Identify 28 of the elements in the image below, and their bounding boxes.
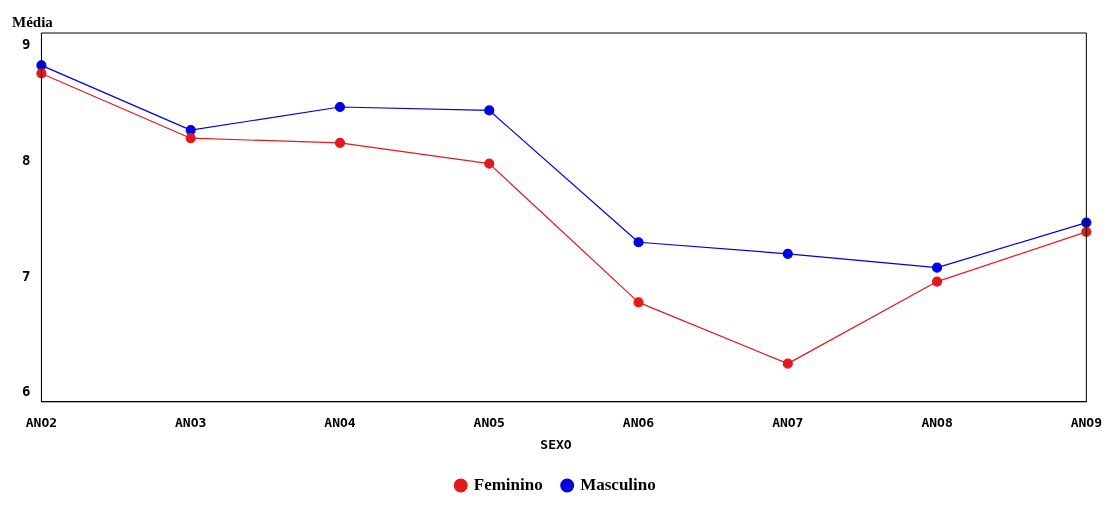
y-tick-label: 8 <box>21 151 31 168</box>
legend-label: Feminino <box>473 474 543 494</box>
point <box>633 237 644 248</box>
point <box>931 262 943 273</box>
point <box>782 248 793 259</box>
point <box>1081 226 1092 237</box>
point <box>633 297 644 308</box>
x-tick-label: ANO7 <box>772 414 804 430</box>
point <box>334 101 346 113</box>
point <box>484 105 495 116</box>
point <box>782 358 793 369</box>
x-tick-label: ANO8 <box>921 414 953 430</box>
y-tick-label: 7 <box>21 267 31 284</box>
x-tick-label: ANO2 <box>25 414 58 430</box>
y-axis-title: Média <box>12 14 54 31</box>
x-tick-label: ANO9 <box>1070 414 1102 430</box>
legend-label: Masculino <box>580 474 656 494</box>
point <box>334 137 346 148</box>
point <box>931 276 943 287</box>
y-tick-label: 9 <box>21 36 31 53</box>
x-tick-label: ANO3 <box>175 414 207 430</box>
legend-title: SEXO <box>540 437 572 453</box>
point <box>484 158 495 169</box>
point <box>185 133 196 144</box>
x-tick-label: ANO5 <box>473 414 505 430</box>
y-tick-label: 6 <box>21 383 31 400</box>
x-tick-label: ANO6 <box>622 414 655 430</box>
x-tick-label: ANO4 <box>324 414 356 430</box>
